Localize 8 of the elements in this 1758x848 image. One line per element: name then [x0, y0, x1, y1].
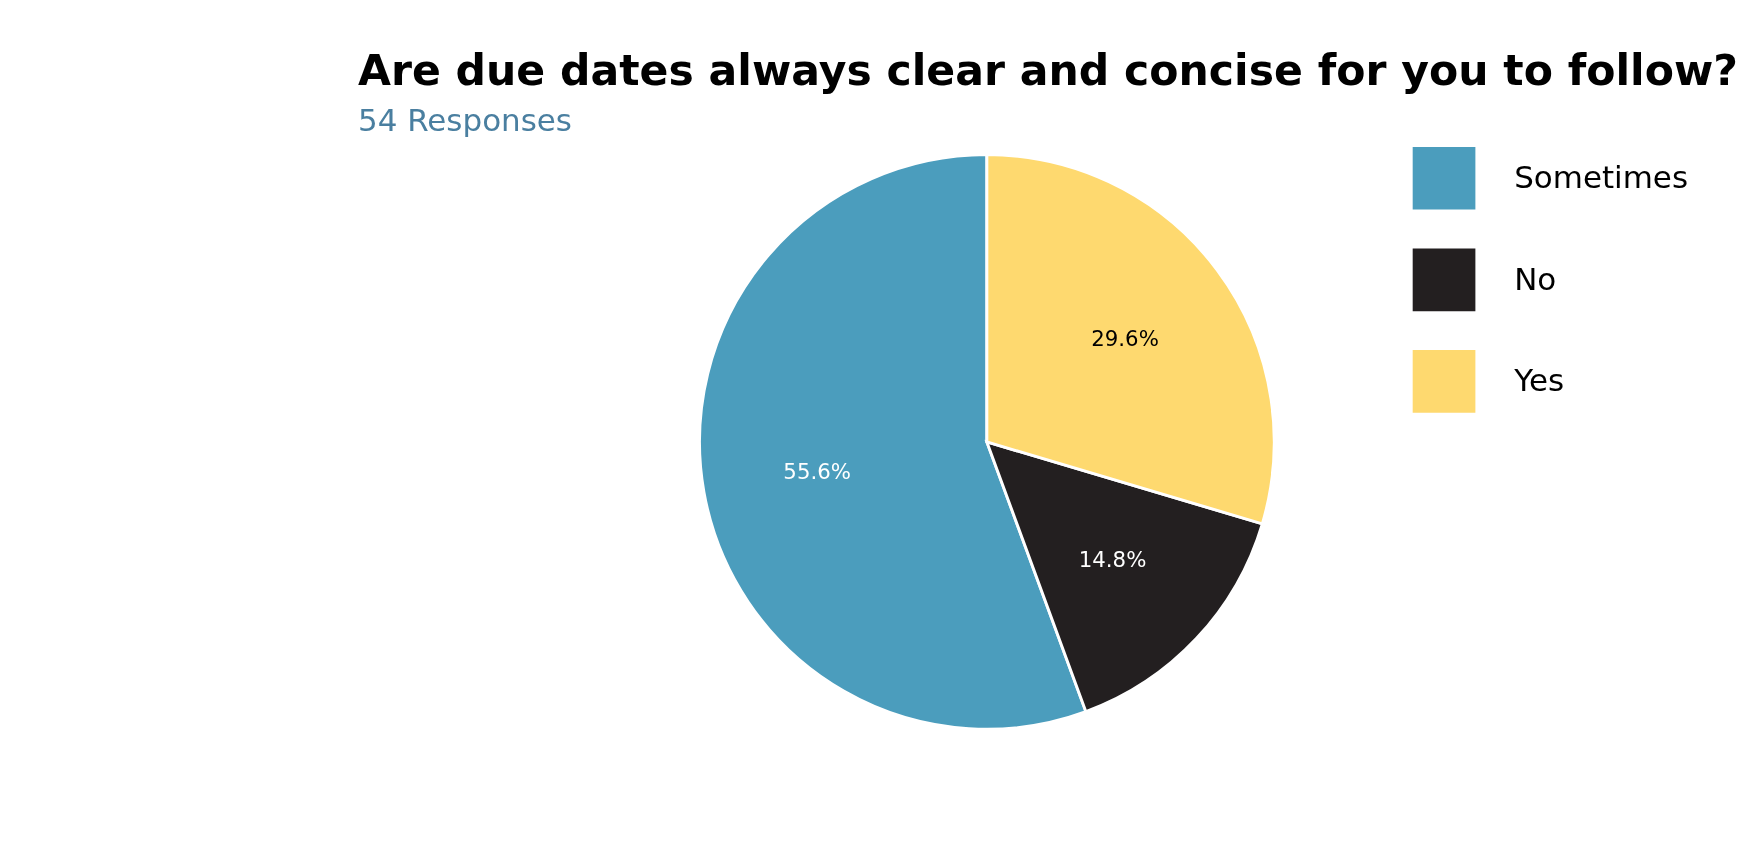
data-label: 14.8%: [1078, 546, 1147, 572]
legend-label: No: [1514, 260, 1557, 297]
legend-label: Sometimes: [1514, 158, 1689, 195]
data-label: 29.6%: [1091, 325, 1159, 351]
chart-title: Are due dates always clear and concise for you to follow?: [357, 44, 1738, 95]
legend-label: Yes: [1513, 362, 1565, 399]
data-label: 55.6%: [783, 458, 851, 484]
chart-subtitle: 54 Responses: [357, 102, 572, 139]
